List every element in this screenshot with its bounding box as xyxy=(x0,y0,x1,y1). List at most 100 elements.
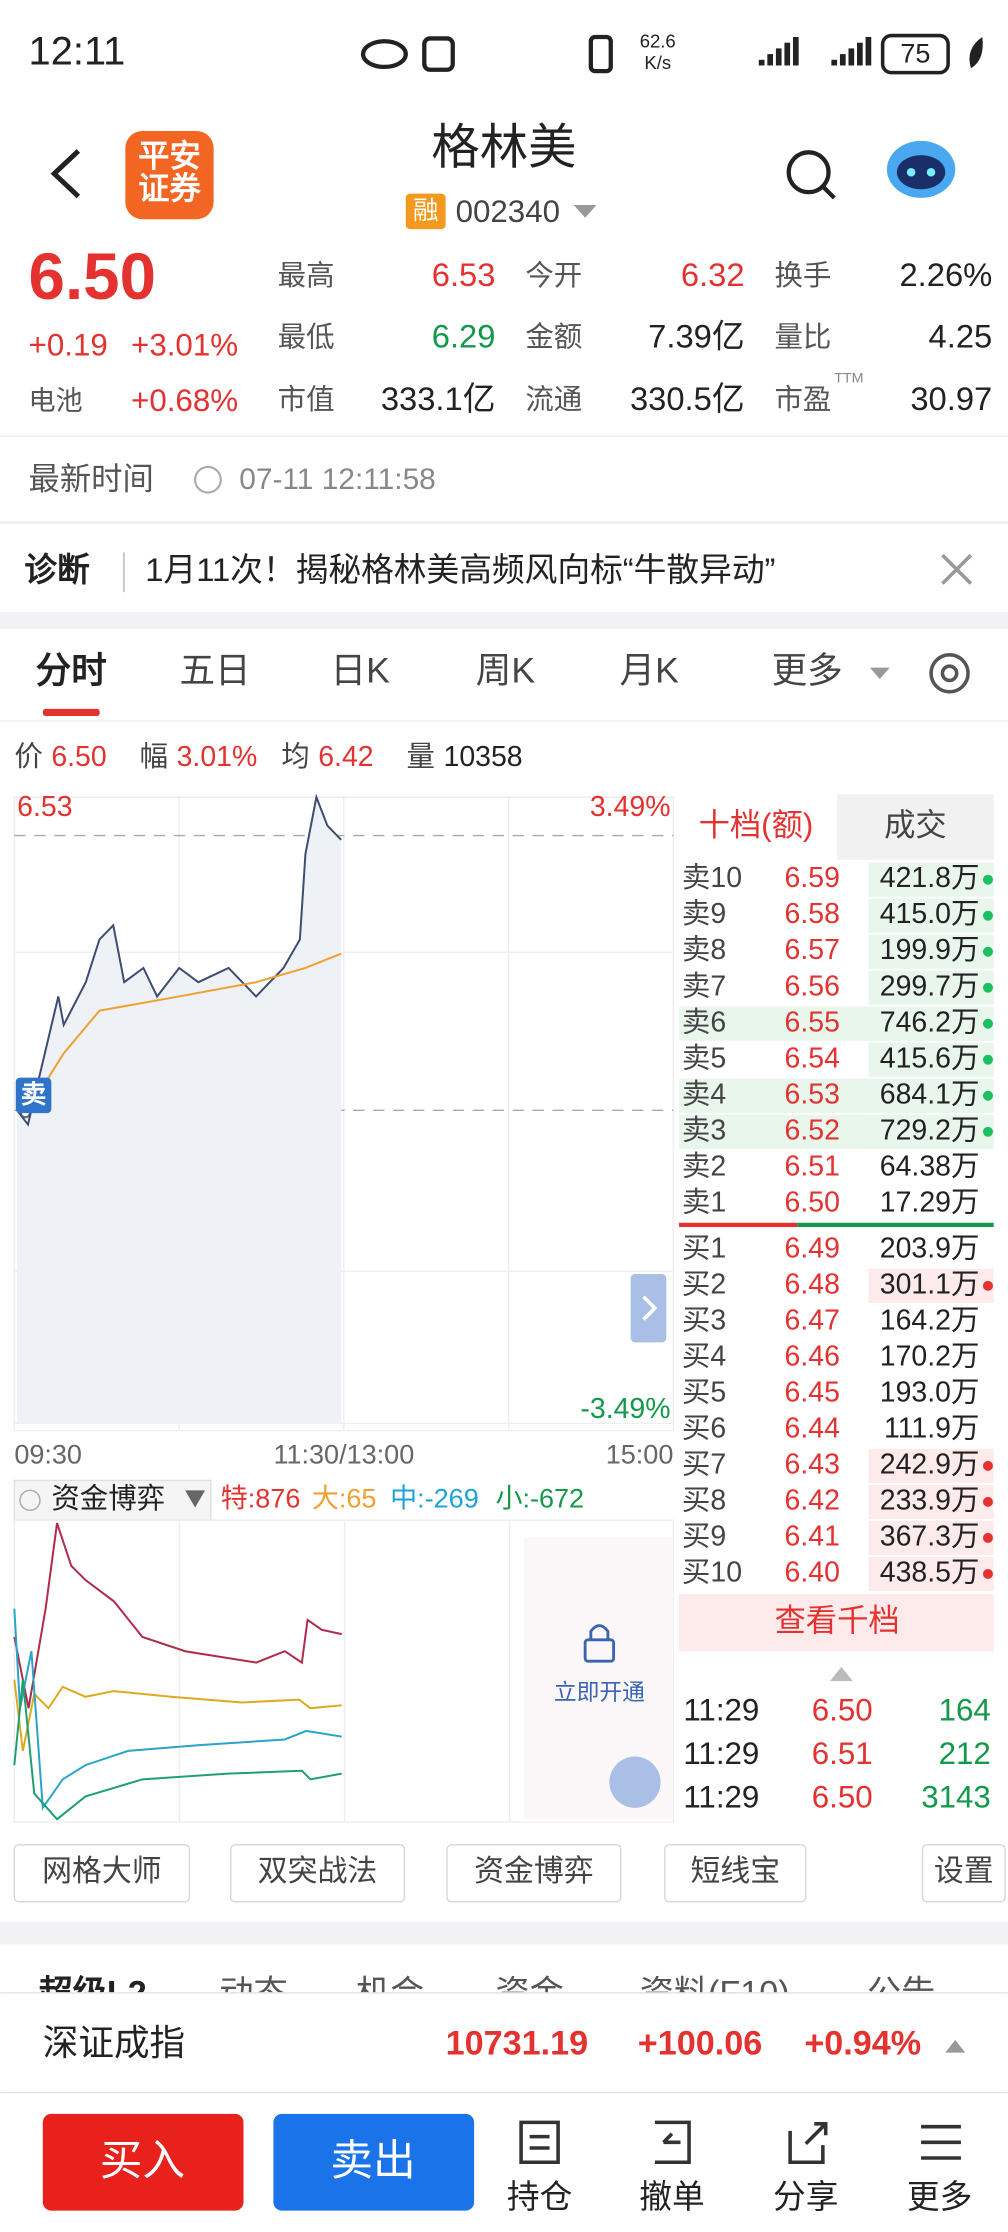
book-amount: 684.1万 xyxy=(880,1078,980,1110)
book-price: 6.42 xyxy=(785,1484,840,1516)
index-name: 深证成指 xyxy=(43,2023,185,2063)
big-order-dot xyxy=(982,946,993,957)
assistant-button[interactable] xyxy=(886,140,956,198)
tool-button[interactable] xyxy=(921,1844,1006,1903)
info-icon xyxy=(19,1489,41,1512)
fund-flow-line xyxy=(13,1679,342,1821)
info-value: 6.42 xyxy=(318,741,373,773)
eye-icon xyxy=(360,39,408,70)
info-value: 10358 xyxy=(444,741,523,773)
action-label[interactable]: 分享 xyxy=(773,2178,838,2215)
signal-bar xyxy=(775,48,782,66)
book-price: 6.45 xyxy=(785,1376,840,1408)
trade-volume: 212 xyxy=(939,1736,991,1771)
book-price: 6.46 xyxy=(785,1340,840,1372)
book-amount: 746.2万 xyxy=(880,1006,980,1038)
index-percent: +0.94% xyxy=(804,2025,921,2063)
margin-tag-bg xyxy=(405,193,446,230)
fund-dropdown xyxy=(185,1490,206,1508)
diagnosis-text[interactable]: 1月11次！揭秘格林美高频风向标“牛散异动” xyxy=(145,551,775,588)
big-order-dot xyxy=(982,1568,993,1579)
big-order-dot xyxy=(982,982,993,993)
more-levels-bg[interactable] xyxy=(679,1594,994,1652)
big-order-dot xyxy=(982,1496,993,1507)
info-value: 6.50 xyxy=(51,741,106,773)
trade-price: 6.51 xyxy=(812,1736,873,1771)
sell-button[interactable] xyxy=(273,2113,475,2211)
back-button[interactable] xyxy=(50,149,81,199)
more-levels[interactable]: 查看千档 xyxy=(774,1603,899,1638)
signal-bar xyxy=(848,48,855,66)
code-dropdown[interactable] xyxy=(573,204,597,218)
book-level: 买1 xyxy=(682,1232,726,1264)
chart-tab[interactable]: 更多 xyxy=(772,651,843,691)
book-tab[interactable]: 成交 xyxy=(884,807,947,842)
chart-tab[interactable]: 五日 xyxy=(179,651,250,691)
close-button[interactable] xyxy=(941,553,973,585)
signal-bar xyxy=(758,59,765,66)
fund-header-box[interactable] xyxy=(13,1479,212,1521)
tool-button[interactable] xyxy=(13,1844,191,1903)
chart-tab[interactable]: 月K xyxy=(620,651,680,691)
chart-tab[interactable]: 周K xyxy=(476,651,536,691)
book-amount: 17.29万 xyxy=(880,1186,980,1218)
field-value: 4.25 xyxy=(929,317,993,354)
book-amount: 242.9万 xyxy=(880,1448,980,1480)
tool-button[interactable] xyxy=(664,1844,807,1903)
y-tick-label: 6.53 xyxy=(17,791,72,823)
action-label[interactable]: 更多 xyxy=(907,2178,972,2215)
book-tab[interactable]: 十档(额) xyxy=(699,807,814,842)
book-level: 卖9 xyxy=(682,898,726,930)
battery-level: 75 xyxy=(900,39,930,69)
trade-price: 6.50 xyxy=(812,1780,873,1815)
action-icon[interactable] xyxy=(788,2122,828,2165)
action-label[interactable]: 撤单 xyxy=(639,2178,704,2215)
action-icon[interactable] xyxy=(654,2120,691,2165)
book-price: 6.52 xyxy=(785,1114,840,1146)
lock-body xyxy=(583,1638,616,1663)
book-price: 6.58 xyxy=(785,898,840,930)
amount-highlight xyxy=(868,970,994,1005)
amount-highlight xyxy=(868,1042,994,1077)
chart-tab[interactable]: 日K xyxy=(331,651,391,691)
amount-highlight xyxy=(868,934,994,969)
field-value: 333.1亿 xyxy=(381,380,496,417)
trade-volume: 164 xyxy=(939,1693,991,1728)
action-label[interactable]: 持仓 xyxy=(507,2178,572,2215)
fullscreen-button[interactable] xyxy=(609,1756,661,1808)
expand-button[interactable] xyxy=(630,1274,667,1343)
book-amount: 729.2万 xyxy=(880,1114,980,1146)
fund-item: 大:65 xyxy=(312,1483,377,1513)
book-amount: 64.38万 xyxy=(880,1150,980,1182)
field-value: 330.5亿 xyxy=(630,380,745,417)
fund-title: 资金博弈 xyxy=(51,1483,165,1515)
buy-button[interactable] xyxy=(42,2113,244,2211)
book-level: 卖6 xyxy=(682,1006,726,1038)
field-label: 金额 xyxy=(525,321,582,353)
signal-bar xyxy=(865,37,872,66)
book-price: 6.41 xyxy=(785,1520,840,1552)
price-change: +0.19 xyxy=(29,328,108,363)
amount-highlight xyxy=(868,1114,994,1149)
book-price: 6.47 xyxy=(785,1304,840,1336)
field-value: 6.29 xyxy=(432,317,496,354)
book-price: 6.50 xyxy=(785,1186,840,1218)
diagnosis-label: 诊断 xyxy=(24,551,90,588)
field-value: 7.39亿 xyxy=(648,317,744,354)
chart-tab[interactable]: 分时 xyxy=(36,651,107,691)
action-icon[interactable] xyxy=(921,2124,961,2160)
expand-arrow xyxy=(642,1295,658,1321)
more-dropdown[interactable] xyxy=(869,667,890,679)
tool-button[interactable] xyxy=(229,1844,406,1903)
tool-button[interactable] xyxy=(446,1844,622,1903)
book-price: 6.55 xyxy=(785,1006,840,1038)
fund-flow-line xyxy=(13,1608,342,1811)
settings-button[interactable] xyxy=(929,653,970,694)
search-button[interactable] xyxy=(786,150,831,195)
trade-time: 11:29 xyxy=(683,1736,759,1771)
book-amount: 111.9万 xyxy=(884,1412,979,1444)
price-area xyxy=(17,797,342,1424)
book-price: 6.43 xyxy=(785,1448,840,1480)
unlock-link[interactable]: 立即开通 xyxy=(554,1679,645,1705)
action-icon[interactable] xyxy=(519,2120,560,2165)
